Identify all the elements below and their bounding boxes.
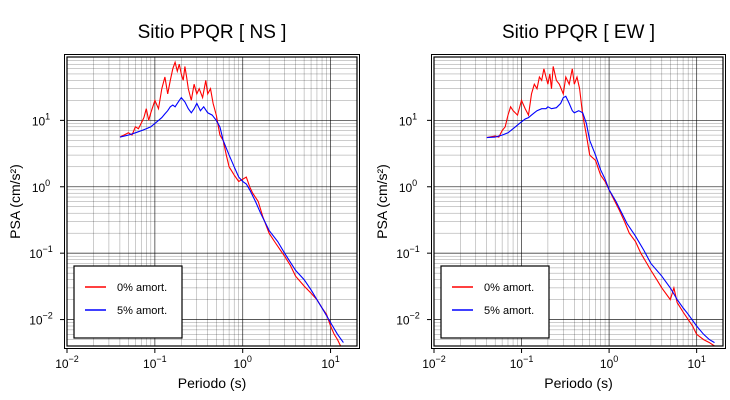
chart-title: Sitio PPQR [ NS ]	[138, 22, 287, 43]
y-axis-label: PSA (cm/s²)	[7, 164, 23, 239]
y-tick-label: 10−2	[396, 311, 420, 328]
gridlines	[433, 56, 724, 347]
x-tick-label: 101	[687, 354, 705, 371]
legend-label: 5% amort.	[117, 305, 167, 317]
x-tick-label: 100	[234, 354, 252, 371]
legend: 0% amort. 5% amort.	[440, 265, 550, 339]
y-axis-label: PSA (cm/s²)	[374, 164, 390, 239]
y-tick-label: 101	[399, 111, 417, 128]
x-tick-label: 10−1	[143, 354, 167, 371]
legend: 0% amort. 5% amort.	[73, 265, 183, 339]
x-tick-label: 10−2	[55, 354, 79, 371]
y-tick-label: 100	[399, 178, 417, 195]
plot-frame	[433, 56, 724, 347]
x-tick-label: 10−1	[510, 354, 534, 371]
x-tick-label: 101	[321, 354, 339, 371]
legend-box	[73, 265, 183, 339]
x-tick-label: 100	[600, 354, 618, 371]
y-tick-label: 10−1	[29, 244, 53, 261]
plot-frame-outer	[64, 54, 360, 349]
legend-label: 0% amort.	[484, 282, 534, 294]
legend-box	[440, 265, 550, 339]
legend-label: 0% amort.	[117, 282, 167, 294]
y-tick-label: 10−2	[29, 311, 53, 328]
series-line-damping-0	[486, 66, 715, 347]
x-axis-label: Periodo (s)	[178, 375, 246, 391]
y-tick-label: 100	[32, 178, 50, 195]
chart-panel-2: 10−2 10−1 100 101 10−2 10−1 100 101 Sitio PPQR […	[374, 22, 726, 391]
series-line-damping-5	[119, 96, 344, 343]
legend-label: 5% amort.	[484, 305, 534, 317]
plot-frame-outer	[431, 54, 726, 349]
plot-frame	[66, 56, 358, 347]
y-tick-label: 101	[32, 111, 50, 128]
gridlines	[66, 56, 358, 347]
chart-panel-1: 10−2 10−1 100 101 10−2 10−1 100 101 Sitio PPQR […	[7, 22, 360, 391]
series-line-damping-5	[486, 95, 715, 344]
x-axis-label: Periodo (s)	[544, 375, 612, 391]
series-line-damping-0	[119, 60, 342, 347]
chart-title: Sitio PPQR [ EW ]	[502, 22, 655, 43]
y-tick-label: 10−1	[396, 244, 420, 261]
x-tick-label: 10−2	[422, 354, 446, 371]
